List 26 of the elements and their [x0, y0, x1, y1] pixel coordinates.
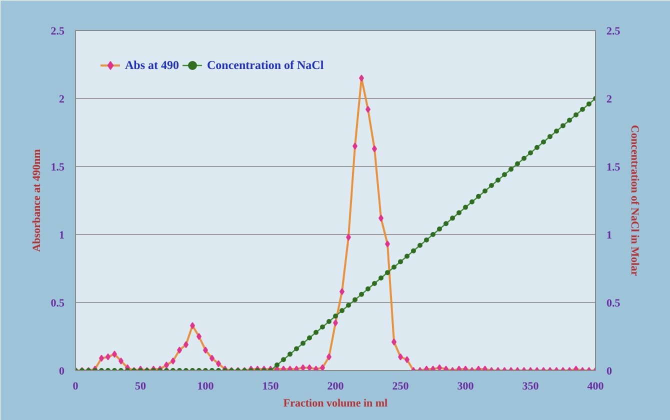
y2-tick-label: 2	[606, 94, 612, 106]
x-tick-label: 0	[72, 380, 79, 392]
x-tick-label: 150	[262, 380, 280, 392]
legend-label: Concentration of NaCl	[207, 58, 324, 72]
y2-tick-label: 0	[606, 366, 612, 378]
y-tick-label: 0	[59, 366, 65, 378]
y2-tick-label: 1	[606, 230, 612, 242]
x-tick-label: 350	[522, 380, 540, 392]
y-tick-label: 2	[59, 94, 65, 106]
x-tick-label: 250	[392, 380, 410, 392]
y2-tick-label: 0.5	[606, 298, 621, 310]
y2-axis-title: Concentration of NaCl in Molar	[628, 125, 640, 276]
y2-tick-label: 1.5	[606, 162, 621, 174]
x-tick-label: 50	[135, 380, 146, 392]
y-axis-title: Absorbance at 490nm	[30, 149, 43, 252]
y-tick-label: 1.5	[50, 162, 65, 174]
y-tick-label: 2.5	[50, 26, 65, 38]
y2-tick-label: 2.5	[606, 26, 621, 38]
x-tick-label: 400	[587, 380, 604, 392]
x-tick-label: 300	[457, 380, 474, 392]
x-tick-label: 100	[197, 380, 214, 392]
legend-label: Abs at 490	[125, 58, 180, 72]
y-tick-label: 1	[59, 230, 64, 242]
x-tick-label: 200	[327, 380, 344, 392]
y-tick-label: 0.5	[50, 298, 65, 310]
x-axis-title: Fraction volume in ml	[283, 398, 388, 410]
